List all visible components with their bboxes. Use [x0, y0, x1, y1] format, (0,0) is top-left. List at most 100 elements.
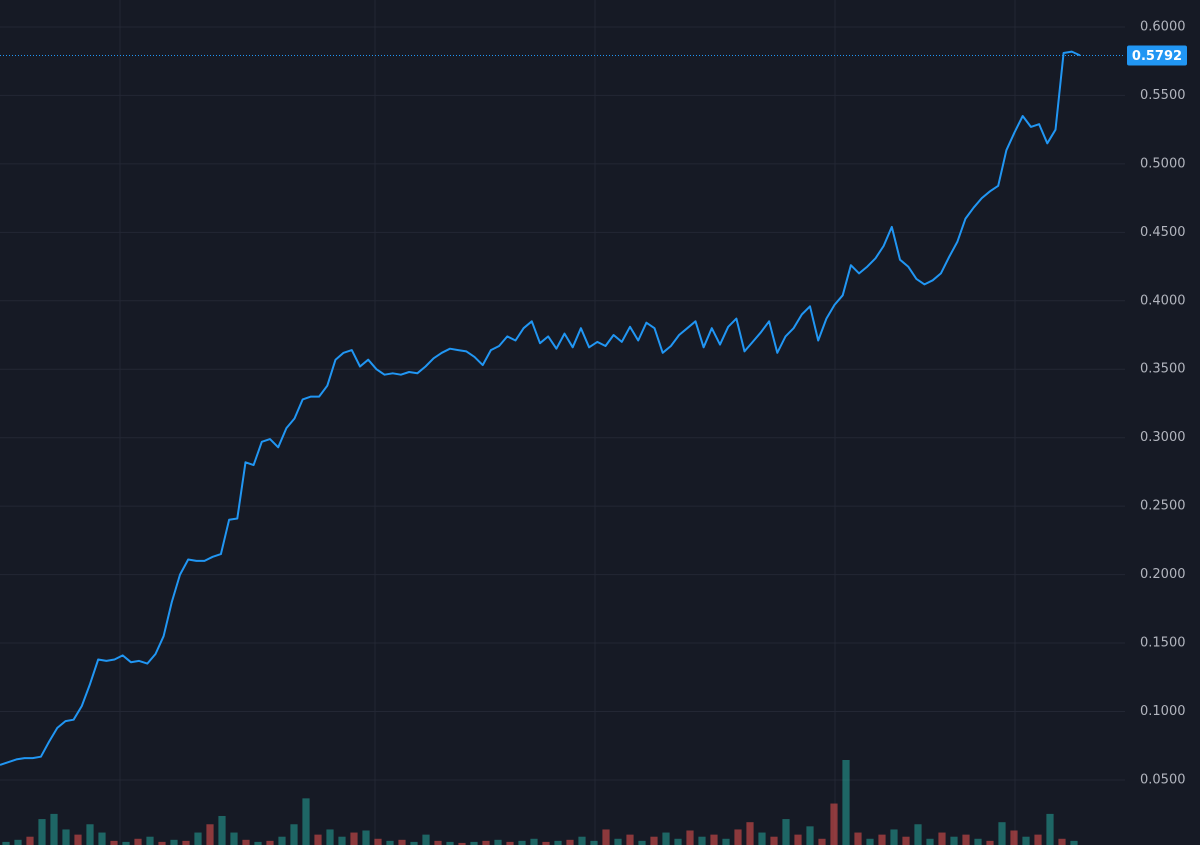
y-tick-label: 0.0500 — [1140, 772, 1186, 787]
volume-bar — [986, 840, 994, 845]
volume-bar — [518, 840, 526, 845]
volume-bar — [542, 841, 550, 845]
y-tick-label: 0.2000 — [1140, 567, 1186, 582]
volume-bar — [254, 841, 262, 845]
last-price-label: 0.5792 — [1132, 49, 1182, 64]
last-price-badge — [1127, 45, 1187, 66]
volume-bar — [506, 841, 514, 845]
volume-bar — [422, 834, 430, 845]
volume-bar — [674, 838, 682, 845]
volume-bar — [1058, 838, 1066, 845]
volume-bar — [554, 840, 562, 845]
y-tick-label: 0.1500 — [1140, 636, 1186, 651]
x-grid — [119, 0, 1016, 845]
volume-bar — [458, 842, 466, 845]
volume-bar — [206, 824, 214, 845]
volume-bar — [266, 840, 274, 845]
volume-bar — [338, 836, 346, 845]
volume-bar — [878, 834, 886, 845]
volume-bar — [14, 839, 22, 845]
volume-bar — [50, 813, 58, 845]
volume-bar — [38, 819, 46, 845]
volume-bar — [146, 836, 154, 845]
volume-bar — [614, 838, 622, 845]
volume-bar — [926, 838, 934, 845]
volume-bar — [770, 836, 778, 845]
volume-bar — [314, 834, 322, 845]
volume-bar — [734, 829, 742, 845]
volume-bar — [530, 838, 538, 845]
volume-bar — [26, 836, 34, 845]
y-tick-label: 0.1000 — [1140, 704, 1186, 719]
volume-bar — [662, 832, 670, 845]
volume-bar — [182, 840, 190, 845]
volume-bar — [110, 840, 118, 845]
volume-bar — [638, 840, 646, 845]
volume-bar — [494, 839, 502, 845]
volume-bar — [230, 832, 238, 845]
y-tick-label: 0.5000 — [1140, 156, 1186, 171]
volume-bar — [386, 840, 394, 845]
volume-bar — [326, 829, 334, 845]
volume-bar — [290, 824, 298, 845]
volume-bar — [446, 841, 454, 845]
volume-bar — [758, 832, 766, 845]
volume-bar — [842, 760, 850, 845]
volume-bar — [794, 834, 802, 845]
volume-bar — [74, 834, 82, 845]
y-tick-label: 0.6000 — [1140, 19, 1186, 34]
volume-bar — [302, 798, 310, 845]
volume-bar — [1034, 834, 1042, 845]
volume-bar — [650, 836, 658, 845]
volume-bar — [590, 840, 598, 845]
volume-bar — [830, 803, 838, 845]
volume-bar — [950, 836, 958, 845]
y-tick-label: 0.5500 — [1140, 88, 1186, 103]
volume-bar — [434, 840, 442, 845]
y-tick-label: 0.3000 — [1140, 430, 1186, 445]
y-tick-label: 0.3500 — [1140, 362, 1186, 377]
volume-bar — [158, 841, 166, 845]
price-line — [0, 50, 1081, 766]
volume-bar — [122, 841, 130, 845]
volume-bar — [194, 832, 202, 845]
volume-bar — [806, 826, 814, 845]
volume-bar — [914, 824, 922, 845]
volume-bar — [218, 815, 226, 845]
volume-bar — [62, 829, 70, 845]
volume-bar — [278, 836, 286, 845]
volume-bar — [170, 839, 178, 845]
volume-bar — [470, 841, 478, 845]
volume-bar — [698, 836, 706, 845]
volume-bar — [998, 822, 1006, 845]
volume-bar — [578, 836, 586, 845]
volume-bar — [1022, 836, 1030, 845]
volume-bar — [974, 838, 982, 845]
y-tick-label: 0.4500 — [1140, 225, 1186, 240]
volume-bar — [866, 838, 874, 845]
volume-bar — [566, 839, 574, 845]
volume-bar — [938, 832, 946, 845]
volume-bar — [86, 824, 94, 845]
volume-bar — [1046, 813, 1054, 845]
volume-bar — [1010, 830, 1018, 845]
volume-bar — [350, 832, 358, 845]
volume-bar — [98, 832, 106, 845]
volume-bar — [686, 830, 694, 845]
volume-bar — [602, 829, 610, 845]
volume-bar — [890, 829, 898, 845]
volume-bar — [902, 836, 910, 845]
y-tick-label: 0.2500 — [1140, 499, 1186, 514]
volume-bar — [242, 839, 250, 845]
volume-bar — [398, 839, 406, 845]
volume-bar — [854, 832, 862, 845]
y-tick-label: 0.4000 — [1140, 293, 1186, 308]
volume-bar — [710, 834, 718, 845]
volume-bar — [746, 822, 754, 845]
volume-bar — [410, 841, 418, 845]
volume-bar — [2, 841, 10, 845]
volume-bar — [962, 834, 970, 845]
volume-bar — [782, 819, 790, 845]
